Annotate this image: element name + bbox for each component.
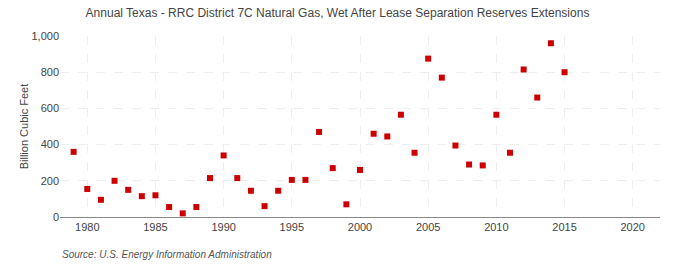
svg-text:400: 400 bbox=[41, 138, 59, 150]
svg-text:2020: 2020 bbox=[620, 221, 644, 233]
svg-text:Annual Texas - RRC District 7C: Annual Texas - RRC District 7C Natural G… bbox=[86, 6, 590, 20]
svg-text:Billion Cubic Feet: Billion Cubic Feet bbox=[18, 84, 30, 170]
svg-text:2015: 2015 bbox=[552, 221, 576, 233]
svg-text:Source: U.S. Energy Informatio: Source: U.S. Energy Information Administ… bbox=[62, 249, 272, 260]
svg-text:200: 200 bbox=[41, 175, 59, 187]
svg-text:0: 0 bbox=[53, 211, 59, 223]
svg-text:2005: 2005 bbox=[416, 221, 440, 233]
svg-text:800: 800 bbox=[41, 66, 59, 78]
svg-text:1980: 1980 bbox=[75, 221, 99, 233]
svg-text:1990: 1990 bbox=[211, 221, 235, 233]
svg-text:600: 600 bbox=[41, 102, 59, 114]
svg-text:1995: 1995 bbox=[280, 221, 304, 233]
svg-text:2000: 2000 bbox=[348, 221, 372, 233]
svg-text:2010: 2010 bbox=[484, 221, 508, 233]
svg-text:1985: 1985 bbox=[143, 221, 167, 233]
svg-text:1,000: 1,000 bbox=[31, 30, 59, 42]
